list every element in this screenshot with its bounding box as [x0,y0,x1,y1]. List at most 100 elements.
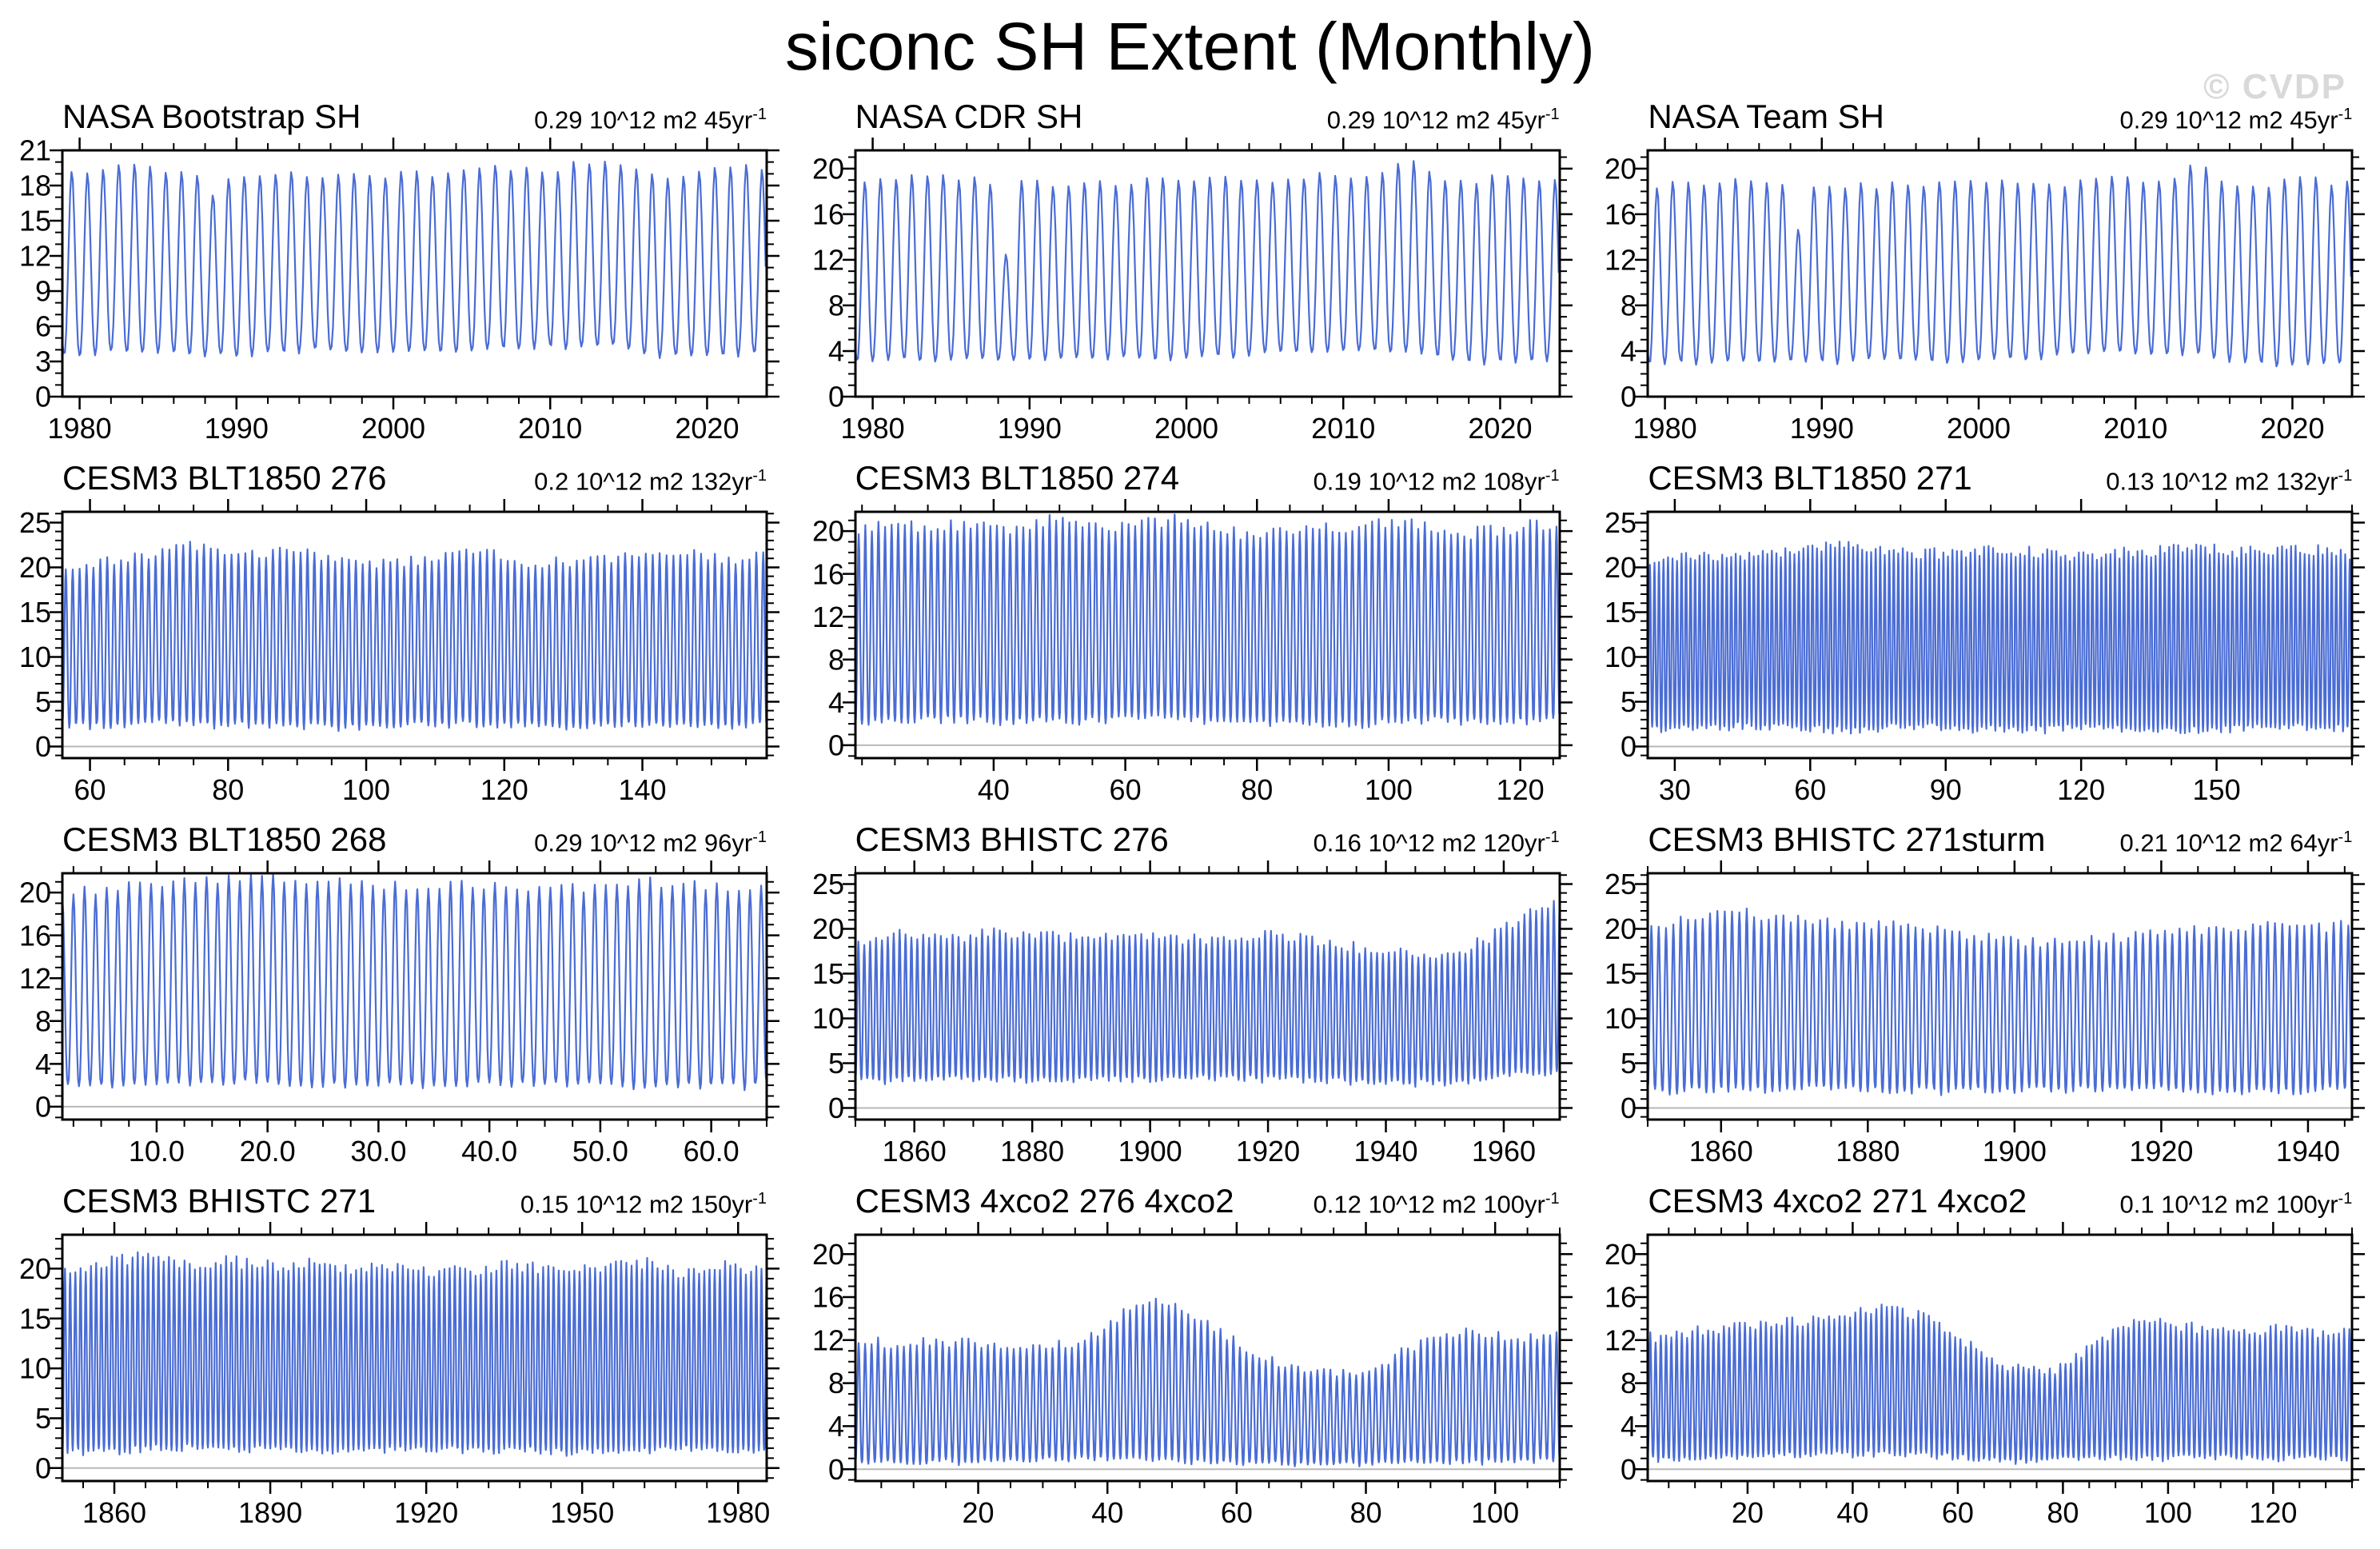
axis-box [61,872,768,1121]
x-tick-label: 120 [1496,773,1544,806]
y-tick-label: 16 [812,198,844,230]
panel-title: CESM3 4xco2 276 4xco2 [855,1182,1234,1220]
trend-text: 0.29 10^12 m2 45yr [2119,106,2338,134]
x-tick-label: 60.0 [684,1135,740,1168]
x-tick-label: 1960 [1472,1135,1536,1168]
y-tick-label: 20 [812,1238,844,1271]
x-tick-label: 40 [1091,1496,1123,1529]
chart-panel: NASA Bootstrap SH 0.29 10^12 m2 45yr-1 0 3 6… [5,93,789,454]
x-tick-label: 100 [2144,1496,2192,1529]
y-tick-label: 5 [1621,685,1636,718]
axis-box [854,510,1561,760]
x-tick-label: 1940 [1353,1135,1417,1168]
x-tick-label: 2020 [2261,412,2325,445]
y-tick-label: 12 [812,1323,844,1356]
x-tick-label: 1980 [840,412,904,445]
axis-ticks [842,1222,1573,1494]
y-tick-label: 8 [1621,289,1636,322]
chart-panel: CESM3 BHISTC 276 0.16 10^12 m2 120yr-1 0 5 1… [798,816,1582,1177]
plot-svg: 0 4 8 12 16 20 1980 1990 2000 2010 2020 [812,138,1573,445]
x-tick-label: 1920 [1236,1135,1300,1168]
y-tick-label: 25 [19,506,51,539]
x-tick-label: 140 [618,773,666,806]
x-tick-label: 1980 [48,412,112,445]
y-tick-label: 4 [1621,1410,1636,1443]
y-tick-label: 15 [19,596,51,629]
trend-text: 0.12 10^12 m2 100yr [1313,1190,1545,1218]
time-series-line [854,513,1561,729]
x-tick-label: 2010 [2104,412,2168,445]
x-tick-label: 120 [480,773,528,806]
chart-panel: NASA Team SH 0.29 10^12 m2 45yr-1 0 4 8 12 16 2… [1590,93,2374,454]
panel-head: CESM3 BHISTC 271sturm 0.21 10^12 m2 64yr-… [1590,816,2374,860]
panel-head: CESM3 BLT1850 274 0.19 10^12 m2 108yr-1 [798,454,1582,499]
x-tick-label: 1860 [82,1496,146,1529]
panel-title: CESM3 BHISTC 271sturm [1648,820,2046,858]
y-tick-label: 5 [35,1402,51,1435]
y-tick-label: 15 [1605,596,1636,629]
y-tick-label: 12 [812,601,844,633]
x-tick-label: 2020 [675,412,739,445]
y-tick-label: 16 [1605,1281,1636,1314]
trend-annotation: 0.29 10^12 m2 96yr-1 [534,828,767,857]
y-tick-label: 16 [812,557,844,590]
trend-text: 0.29 10^12 m2 96yr [534,828,753,856]
x-tick-label: 1990 [997,412,1061,445]
panel-title: NASA CDR SH [855,98,1083,135]
x-tick-label: 150 [2193,773,2241,806]
panel-head: NASA CDR SH 0.29 10^12 m2 45yr-1 [798,93,1582,138]
panel-title: CESM3 BHISTC 271 [62,1182,377,1220]
panel-title: CESM3 BLT1850 271 [1648,459,1972,497]
x-tick-label: 2000 [1154,412,1218,445]
x-tick-label: 2010 [1311,412,1375,445]
panel-head: CESM3 BLT1850 268 0.29 10^12 m2 96yr-1 [5,816,789,860]
y-tick-label: 0 [35,1091,51,1124]
panel-title: CESM3 4xco2 271 4xco2 [1648,1182,2027,1220]
x-tick-label: 1990 [1790,412,1854,445]
y-tick-label: 0 [828,1453,844,1486]
y-tick-label: 0 [828,1092,844,1124]
axis-ticks [50,1222,779,1494]
axis-box [1646,510,2354,760]
plot-svg: 0 4 8 12 16 20 20 40 60 80 100 [812,1222,1573,1529]
x-tick-label: 10.0 [129,1135,185,1168]
x-tick-label: 1880 [1000,1135,1064,1168]
trend-exponent: -1 [752,1189,767,1208]
trend-exponent: -1 [2338,1189,2353,1208]
panel-title: CESM3 BHISTC 276 [855,820,1169,858]
x-tick-label: 1940 [2276,1135,2340,1168]
y-tick-label: 0 [35,730,51,763]
x-tick-label: 100 [1471,1496,1519,1529]
x-tick-label: 90 [1930,773,1962,806]
x-tick-label: 1900 [1983,1135,2047,1168]
axis-box [854,872,1561,1121]
y-tick-label: 20 [1605,551,1636,584]
trend-annotation: 0.13 10^12 m2 132yr-1 [2106,467,2352,496]
axis-ticks [1635,860,2366,1132]
trend-text: 0.21 10^12 m2 64yr [2119,828,2338,856]
trend-annotation: 0.29 10^12 m2 45yr-1 [534,106,767,134]
page-title: siconc SH Extent (Monthly) [784,9,1595,84]
x-tick-label: 20 [1732,1496,1764,1529]
y-tick-label: 10 [1605,1002,1636,1035]
trend-exponent: -1 [752,105,767,123]
y-tick-label: 8 [828,289,844,322]
x-tick-label: 2000 [1947,412,2011,445]
trend-text: 0.29 10^12 m2 45yr [534,106,753,134]
y-tick-label: 15 [19,1302,51,1335]
trend-text: 0.13 10^12 m2 132yr [2106,467,2338,495]
plot-svg: 0 5 10 15 20 25 30 60 90 120 150 [1605,499,2366,806]
axis-box [1646,149,2354,398]
y-tick-label: 4 [828,686,844,719]
panel-title: CESM3 BLT1850 268 [62,820,387,858]
trend-exponent: -1 [1545,466,1560,485]
axis-ticks [50,138,779,409]
y-tick-label: 3 [35,345,51,378]
panel-title: CESM3 BLT1850 276 [62,459,387,497]
y-tick-label: 4 [828,1410,844,1443]
x-tick-label: 120 [2250,1496,2298,1529]
y-tick-label: 15 [1605,957,1636,990]
chart-panel: CESM3 4xco2 271 4xco2 0.1 10^12 m2 100yr-… [1590,1177,2374,1539]
trend-text: 0.1 10^12 m2 100yr [2119,1190,2338,1218]
